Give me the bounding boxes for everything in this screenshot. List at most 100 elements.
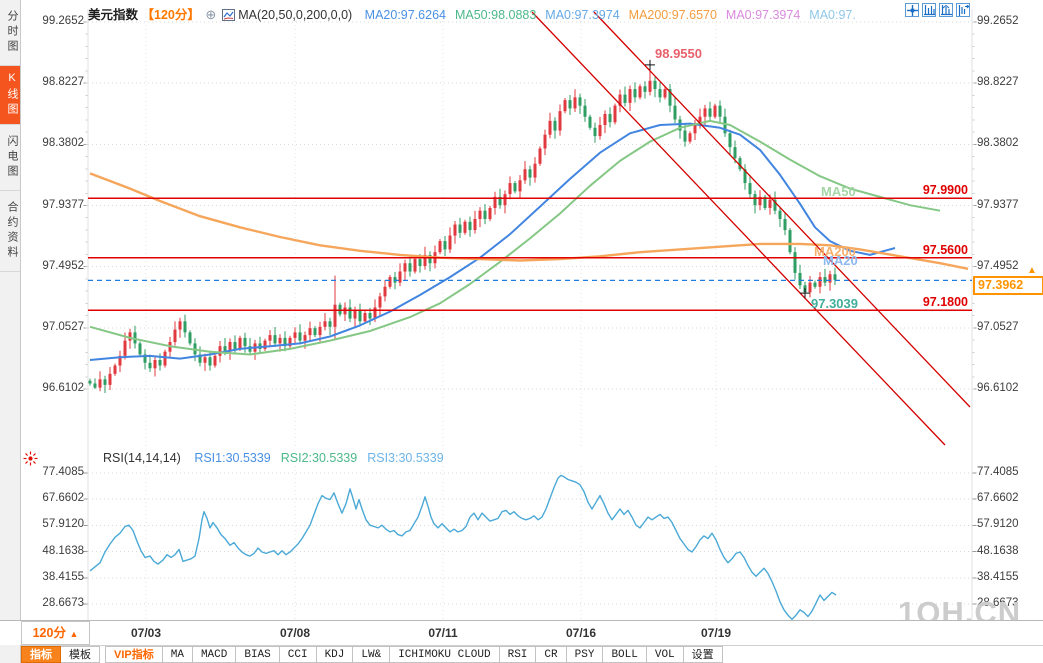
period-dropdown[interactable]: 120分 ▲	[21, 621, 90, 645]
rsi-axis-label: 77.4085	[977, 466, 1019, 478]
low-price-label: 97.3039	[811, 296, 858, 311]
ma50-line-label: MA50	[821, 184, 856, 199]
rsi-values: RSI1:30.5339 RSI2:30.5339 RSI3:30.5339	[184, 451, 443, 465]
rsi-value: RSI2:30.5339	[280, 451, 358, 465]
toolbar-button-KDJ[interactable]: KDJ	[316, 646, 354, 663]
indicator-toolbar: 指标 模板 VIP指标 MA MACD BIAS CCI KDJ LW& ICHIMOKU CLO…	[21, 645, 1043, 663]
side-tab-分时图[interactable]: 分时图	[0, 0, 20, 66]
period-tag: 【120分】	[141, 8, 200, 22]
date-label: 07/11	[428, 626, 458, 640]
rsi-formula: RSI(14,14,14)	[103, 451, 181, 465]
y-axis-label: 97.0527	[977, 320, 1019, 333]
symbol-title: 美元指数	[88, 8, 139, 22]
rsi-axis-label: 77.4085	[42, 466, 84, 478]
level-price-label: 97.5600	[922, 242, 968, 257]
y-axis-label: 99.2652	[977, 15, 1019, 27]
move-tool-icon[interactable]	[905, 3, 919, 17]
toolbar-button-BOLL[interactable]: BOLL	[603, 646, 647, 663]
left-tab-strip: 分时图 K线图 闪电图 合约资料	[0, 0, 21, 663]
fit-y-axis-icon[interactable]	[922, 3, 936, 17]
trendline	[531, 11, 946, 446]
low-marker	[800, 288, 810, 299]
trendline	[593, 11, 971, 408]
rsi-axis-label: 38.4155	[42, 570, 84, 583]
rsi-value: RSI1:30.5339	[194, 451, 271, 465]
toolbar-button-BIAS[interactable]: BIAS	[236, 646, 280, 663]
fit-x-axis-icon[interactable]	[939, 3, 953, 17]
rsi-axis-label: 57.9120	[42, 518, 84, 531]
rsi-value: RSI3:30.5339	[367, 451, 444, 465]
rsi-axis-label: 28.6673	[977, 597, 1019, 609]
y-axis-label: 97.9377	[977, 198, 1019, 211]
chart-header: 美元指数 【120分】 ⊕ MA(20,50,0,200,0,0) MA20:9…	[88, 4, 856, 23]
ma-value: MA0:97.	[809, 8, 856, 22]
indicator-sun-icon[interactable]	[23, 451, 38, 466]
level-price-label: 97.9900	[922, 183, 968, 198]
pan-right-icon[interactable]	[956, 3, 970, 17]
ma-value: MA20:97.6264	[364, 8, 446, 22]
gridlines	[83, 9, 977, 626]
y-axis-label: 99.2652	[42, 15, 84, 27]
rsi-axis-label: 57.9120	[977, 518, 1019, 531]
toolbar-button-设置[interactable]: 设置	[683, 646, 723, 663]
date-label: 07/08	[279, 626, 311, 640]
y-axis-label: 98.3802	[977, 137, 1019, 150]
ma-formula: MA(20,50,0,200,0,0)	[238, 8, 353, 22]
y-axis-label: 98.8227	[42, 76, 84, 89]
rsi-axis-label: 48.1638	[42, 544, 84, 557]
y-axis-label: 98.8227	[977, 76, 1019, 89]
side-tab-合约资料[interactable]: 合约资料	[0, 191, 20, 272]
rsi-axis-label: 48.1638	[977, 544, 1019, 557]
line-chart-icon[interactable]	[221, 9, 235, 21]
ma50-line	[89, 119, 941, 356]
y-axis-label: 97.9377	[42, 198, 84, 211]
high-price-label: 98.9550	[655, 46, 702, 61]
level-price-label: 97.1800	[922, 295, 968, 310]
side-tab-闪电图[interactable]: 闪电图	[0, 125, 20, 191]
toolbar-button-RSI[interactable]: RSI	[499, 646, 537, 663]
ma-value: MA0:97.3974	[725, 8, 801, 22]
toolbar-button-CCI[interactable]: CCI	[279, 646, 317, 663]
toolbar-button-CR[interactable]: CR	[536, 646, 567, 663]
toolbar-button-PSY[interactable]: PSY	[566, 646, 604, 663]
rsi-header: RSI(14,14,14) RSI1:30.5339 RSI2:30.5339 RS…	[103, 451, 444, 465]
toolbar-button-MACD[interactable]: MACD	[192, 646, 237, 663]
y-axis-label: 97.0527	[42, 320, 84, 333]
ma-values: MA20:97.6264 MA50:98.0883 MA0:97.3974 MA200…	[356, 8, 856, 22]
ma-value: MA200:97.6570	[628, 8, 717, 22]
add-indicator-icon[interactable]: ⊕	[205, 7, 217, 22]
chart-tool-icons	[905, 3, 970, 17]
toolbar-button-MA[interactable]: MA	[162, 646, 193, 663]
chevron-up-icon: ▲	[69, 629, 79, 639]
y-axis-label: 96.6102	[42, 382, 84, 394]
toolbar-button-VOL[interactable]: VOL	[646, 646, 684, 663]
price-up-arrow-icon: ▲	[1027, 265, 1037, 277]
y-axis-label: 96.6102	[977, 382, 1019, 394]
rsi-axis-label: 67.6602	[42, 492, 84, 505]
y-axis-label: 98.3802	[42, 137, 84, 150]
x-axis-row: 120分 ▲ 07/03 07/08 07/11 07/16 07/19	[0, 620, 1043, 645]
rsi-axis-label: 38.4155	[977, 570, 1019, 583]
ma20-line-label: MA20	[823, 253, 858, 268]
side-tab-K线图[interactable]: K线图	[0, 66, 20, 125]
date-label: 07/19	[700, 626, 732, 640]
rsi-axis-label: 67.6602	[977, 492, 1019, 505]
ma-value: MA50:98.0883	[454, 8, 537, 22]
current-price-tag: 97.3962	[973, 276, 1043, 296]
toolbar-button-模板[interactable]: 模板	[61, 646, 100, 663]
ma-value: MA0:97.3974	[545, 8, 620, 22]
high-marker	[645, 59, 655, 70]
toolbar-button-指标[interactable]: 指标	[21, 646, 61, 663]
toolbar-button-ICHIMOKU CLOUD[interactable]: ICHIMOKU CLOUD	[390, 646, 500, 663]
candles-layer	[88, 64, 837, 394]
rsi-line	[89, 474, 837, 620]
date-label: 07/03	[130, 626, 162, 640]
period-dropdown-label: 120分	[32, 626, 66, 640]
toolbar-button-LW&[interactable]: LW&	[353, 646, 391, 663]
rsi-axis-label: 28.6673	[42, 597, 84, 609]
y-axis-label: 97.4952	[42, 259, 84, 272]
toolbar-button-VIP指标[interactable]: VIP指标	[105, 646, 163, 663]
ma20-line	[89, 122, 896, 361]
